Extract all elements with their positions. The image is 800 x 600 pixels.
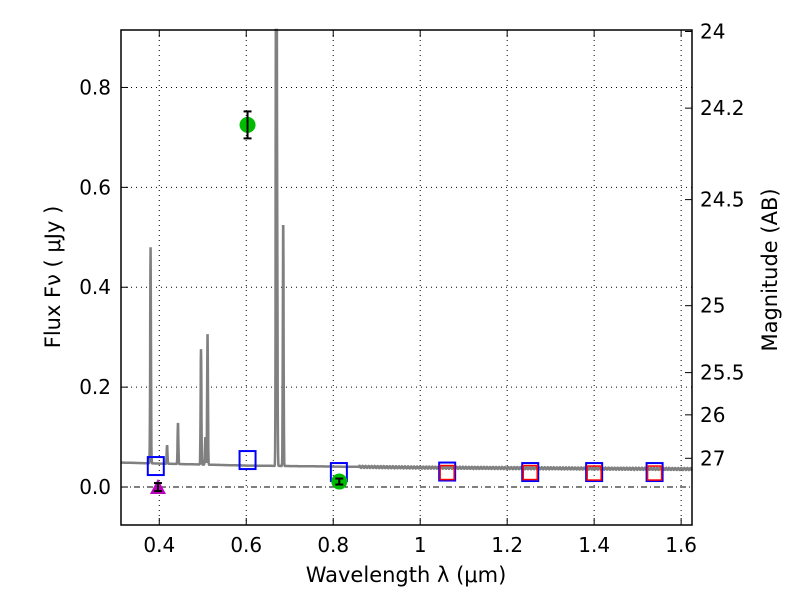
plot-frame [120,29,693,526]
model-photometry-marker [146,456,165,477]
spectrum-line [121,28,693,472]
model-photometry-marker [585,462,604,483]
y2-tick-label: 24.5 [700,188,745,212]
model-photometry-marker [438,461,457,482]
y2-tick-label: 25 [700,294,725,318]
y2-tick-label: 25.5 [700,361,745,385]
y-tick-label: 0.4 [79,275,111,299]
y2-tick-label: 24 [700,19,725,43]
x-tick-label: 1 [414,533,427,557]
model-photometry-marker [238,450,257,471]
x-tick-label: 1.2 [491,533,523,557]
x-tick-label: 1.6 [665,533,697,557]
x-tick-label: 0.8 [317,533,349,557]
y-tick-label: 0.6 [79,175,111,199]
model-photometry-ir-marker [522,464,538,481]
model-photometry-ir-marker [646,465,663,481]
x-tick-label: 1.4 [578,533,610,557]
y-tick-label: 0.0 [79,475,111,499]
y2-tick-label: 24.2 [700,96,745,120]
series-layer [121,28,693,495]
grid [121,30,692,525]
model-photometry-ir-marker [439,464,455,481]
y2-tick-label: 26 [700,403,725,427]
y-axis-label: Flux Fν ( μJy ) [41,206,65,349]
y2-tick-label: 27 [700,446,725,470]
y-tick-label: 0.8 [79,75,111,99]
x-axis-label: Wavelength λ (μm) [306,563,507,587]
ticks: 0.4 0.6 0.8 1 1.2 1.4 1.6 0.0 0.2 0.4 0.6 0.8 24 24.2… [79,19,744,557]
x-tick-label: 0.4 [143,533,175,557]
y2-axis-label: Magnitude (AB) [758,188,782,351]
model-photometry-ir-marker [586,465,602,481]
model-photometry-marker [645,462,664,483]
model-photometry-marker [521,462,540,483]
y-tick-label: 0.2 [79,375,111,399]
x-tick-label: 0.6 [230,533,262,557]
